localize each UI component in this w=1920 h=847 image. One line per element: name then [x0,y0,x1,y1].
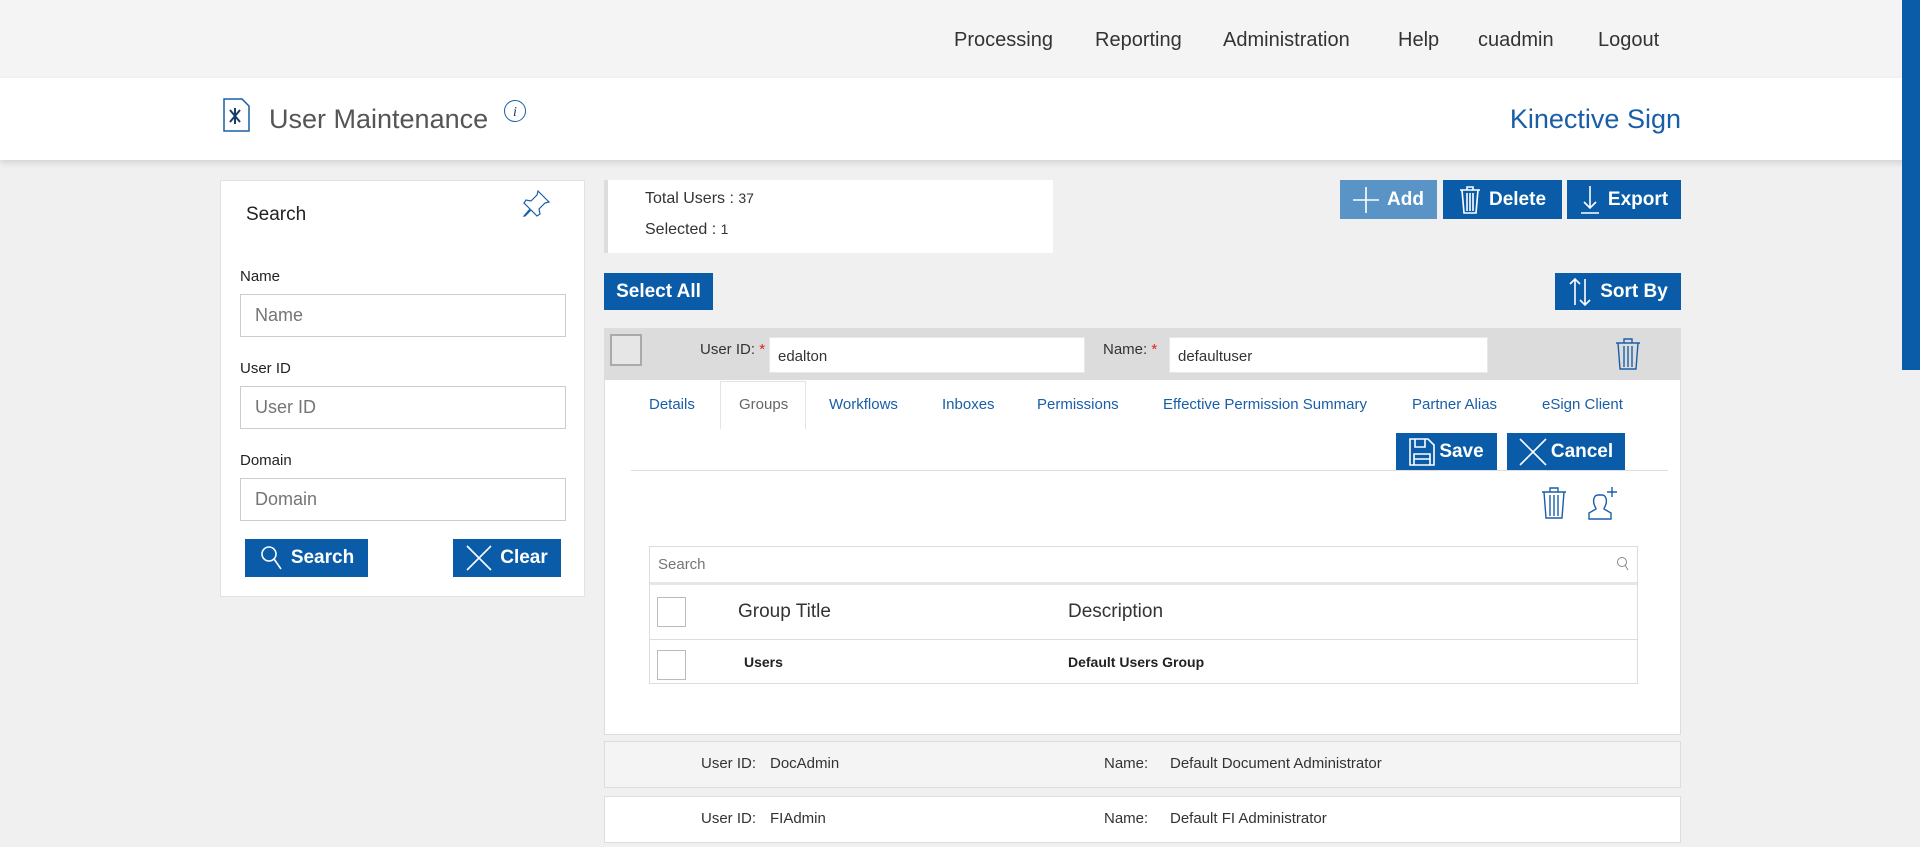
save-icon [1409,438,1436,466]
select-all-button[interactable]: Select All [604,273,713,310]
required-mark: * [759,341,766,358]
brand-name: Kinective Sign [1509,104,1681,134]
tab-effective-permission-summary[interactable]: Effective Permission Summary [1163,396,1367,413]
search-icon[interactable] [1615,555,1631,573]
cancel-label: Cancel [1550,441,1614,462]
user-select-checkbox[interactable] [610,334,642,366]
export-button[interactable]: Export [1567,180,1681,219]
cancel-button[interactable]: Cancel [1507,433,1625,471]
name-field-label: Name: [1103,341,1148,358]
user-row[interactable]: User ID: FIAdmin Name: Default FI Admini… [604,796,1681,843]
search-button-label: Search [290,547,355,568]
name-edit-input[interactable]: defaultuser [1169,337,1488,373]
tab-workflows[interactable]: Workflows [829,396,898,413]
domain-label: Domain [240,452,292,469]
clear-button-label: Clear [500,547,548,568]
name-value: Default FI Administrator [1170,810,1327,827]
sort-by-button[interactable]: Sort By [1555,273,1681,310]
groups-search-input[interactable] [650,547,1610,582]
name-label: Name: [1104,755,1149,772]
info-icon[interactable]: i [503,99,527,123]
search-button[interactable]: Search [245,539,368,577]
group-row-checkbox[interactable] [657,650,686,680]
trash-icon [1459,185,1480,214]
save-button[interactable]: Save [1396,433,1497,471]
sort-by-label: Sort By [1600,280,1668,302]
nav-processing[interactable]: Processing [954,29,1053,51]
scrollbar[interactable] [1902,0,1920,370]
name-value: Default Document Administrator [1170,755,1382,772]
userid-input[interactable] [240,386,566,429]
name-label: Name [240,268,281,285]
tab-groups-active-bg [720,381,806,429]
total-users-label: Total Users : [645,190,734,207]
delete-button[interactable]: Delete [1443,180,1562,219]
nav-reporting[interactable]: Reporting [1095,29,1182,51]
table-row[interactable]: Users Default Users Group [650,640,1637,683]
summary-box: Total Users : 37 Selected : 1 [604,180,1053,253]
total-users-count: 37 [738,190,754,206]
download-icon [1580,185,1599,214]
nav-administration[interactable]: Administration [1223,29,1350,51]
userid-edit-input[interactable]: edalton [769,337,1085,373]
userid-label: User ID: [701,810,757,827]
page-header [0,78,1920,160]
user-maintenance-icon [223,98,250,132]
nav-help[interactable]: Help [1398,29,1440,51]
tab-groups[interactable]: Groups [739,396,789,413]
tab-partner-alias[interactable]: Partner Alias [1412,396,1498,413]
tab-inboxes[interactable]: Inboxes [942,396,995,413]
delete-user-icon[interactable] [1614,337,1642,371]
tab-details[interactable]: Details [649,396,695,413]
select-all-groups-checkbox[interactable] [657,597,686,627]
userid-value: FIAdmin [770,810,826,827]
save-label: Save [1439,441,1484,462]
page-title: User Maintenance [269,104,489,134]
add-button[interactable]: Add [1340,180,1437,219]
tab-permissions[interactable]: Permissions [1037,396,1119,413]
user-row[interactable]: User ID: DocAdmin Name: Default Document… [604,741,1681,788]
userid-label: User ID [240,360,291,377]
search-icon [261,546,282,570]
add-label: Add [1387,188,1424,210]
userid-field-label: User ID: [700,341,756,358]
tab-esign-client[interactable]: eSign Client [1542,396,1623,413]
close-icon [1519,438,1547,466]
name-label: Name: [1104,810,1149,827]
userid-label: User ID: [701,755,757,772]
nav-user[interactable]: cuadmin [1478,29,1554,51]
table-header-border [650,582,1637,585]
divider [631,470,1668,471]
search-panel-title: Search [246,204,307,225]
userid-value: DocAdmin [770,755,840,772]
clear-button[interactable]: Clear [453,539,561,577]
top-navigation: Processing Reporting Administration Help… [0,0,1920,78]
sort-icon [1569,277,1591,306]
row-divider [650,639,1637,640]
selected-label: Selected : [645,221,717,238]
pin-icon[interactable] [518,188,552,222]
plus-icon [1353,186,1380,213]
group-title-cell: Users [744,654,783,670]
remove-group-icon[interactable] [1540,486,1568,520]
selected-count: 1 [720,221,729,237]
column-header-group-title[interactable]: Group Title [738,601,831,622]
delete-label: Delete [1488,188,1547,210]
required-mark: * [1151,341,1158,358]
add-user-group-icon[interactable] [1586,485,1620,521]
column-header-description[interactable]: Description [1068,601,1164,622]
nav-logout[interactable]: Logout [1598,29,1660,51]
select-all-label: Select All [616,280,701,302]
domain-input[interactable] [240,478,566,521]
close-icon [466,545,492,571]
svg-text:i: i [513,105,517,120]
group-description-cell: Default Users Group [1068,654,1205,670]
name-input[interactable] [240,294,566,337]
export-label: Export [1607,188,1669,210]
